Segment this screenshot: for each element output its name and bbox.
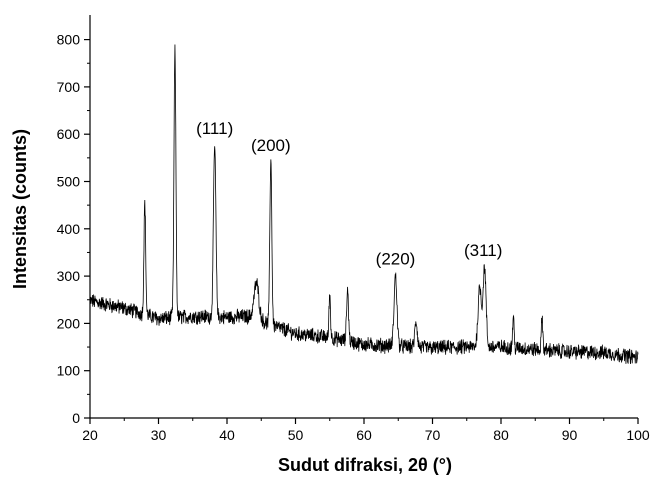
x-tick-label: 90 [562, 427, 578, 443]
x-tick-label: 20 [82, 427, 98, 443]
y-tick-label: 500 [57, 174, 81, 190]
peak-annotation: (200) [251, 136, 291, 155]
y-tick-label: 0 [72, 410, 80, 426]
x-axis-title: Sudut difraksi, 2θ (°) [278, 455, 452, 475]
y-tick-label: 100 [57, 363, 81, 379]
y-tick-label: 400 [57, 221, 81, 237]
y-tick-label: 200 [57, 315, 81, 331]
y-tick-label: 700 [57, 79, 81, 95]
y-tick-label: 800 [57, 32, 81, 48]
axes: 20 30 40 50 60 70 80 90 100 0 100 200 300 400 500 600 70… [57, 15, 650, 443]
diffraction-series-line [89, 44, 639, 365]
y-tick-label: 300 [57, 268, 81, 284]
peak-annotation: (311) [464, 241, 502, 260]
x-tick-label: 70 [425, 427, 441, 443]
peak-annotation: (111) [196, 119, 233, 138]
y-tick-label: 600 [57, 126, 81, 142]
y-axis-title: Intensitas (counts) [10, 129, 30, 289]
x-tick-label: 50 [288, 427, 304, 443]
x-tick-label: 30 [151, 427, 167, 443]
plot-area [89, 44, 639, 365]
peak-annotation: (220) [376, 249, 416, 268]
x-tick-label: 40 [219, 427, 235, 443]
x-tick-label: 60 [356, 427, 372, 443]
x-tick-label: 100 [626, 427, 650, 443]
x-tick-label: 80 [493, 427, 509, 443]
